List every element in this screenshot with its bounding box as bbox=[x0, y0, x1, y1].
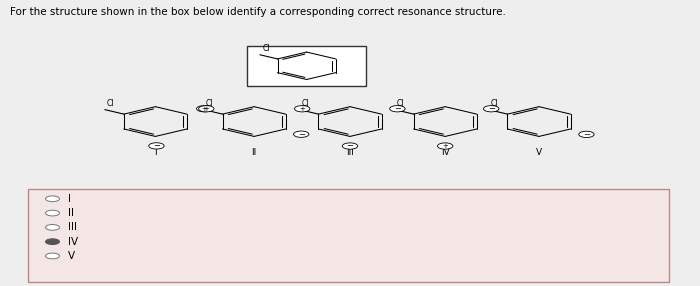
Text: +: + bbox=[204, 106, 209, 112]
Circle shape bbox=[46, 225, 60, 230]
Text: Cl: Cl bbox=[491, 99, 498, 108]
Text: Cl: Cl bbox=[107, 99, 115, 108]
Circle shape bbox=[293, 131, 309, 137]
Circle shape bbox=[197, 106, 212, 112]
Text: IV: IV bbox=[68, 237, 78, 247]
Text: III: III bbox=[68, 223, 77, 232]
Text: II: II bbox=[68, 208, 74, 218]
Text: Cl: Cl bbox=[262, 44, 270, 53]
Text: III: III bbox=[346, 148, 354, 156]
Text: −: − bbox=[153, 141, 160, 150]
Circle shape bbox=[46, 239, 60, 245]
Circle shape bbox=[46, 210, 60, 216]
Circle shape bbox=[199, 106, 214, 112]
Text: Cl: Cl bbox=[206, 99, 214, 108]
Text: Cl: Cl bbox=[397, 99, 405, 108]
FancyBboxPatch shape bbox=[247, 45, 367, 86]
Text: +: + bbox=[300, 106, 305, 112]
Text: −: − bbox=[394, 104, 401, 113]
Text: V: V bbox=[68, 251, 75, 261]
Text: +: + bbox=[442, 143, 448, 149]
Text: I: I bbox=[154, 148, 157, 156]
Circle shape bbox=[579, 131, 594, 138]
Circle shape bbox=[149, 143, 164, 149]
Circle shape bbox=[342, 143, 358, 149]
Circle shape bbox=[438, 143, 453, 149]
Text: V: V bbox=[536, 148, 542, 156]
FancyBboxPatch shape bbox=[28, 189, 668, 282]
Circle shape bbox=[46, 253, 60, 259]
Circle shape bbox=[390, 106, 405, 112]
Text: IV: IV bbox=[441, 148, 449, 156]
Circle shape bbox=[484, 106, 499, 112]
Circle shape bbox=[295, 106, 310, 112]
Text: −: − bbox=[488, 104, 495, 113]
Text: For the structure shown in the box below identify a corresponding correct resona: For the structure shown in the box below… bbox=[10, 7, 506, 17]
Text: Cl: Cl bbox=[302, 99, 309, 108]
Text: I: I bbox=[68, 194, 71, 204]
Circle shape bbox=[46, 196, 60, 202]
Text: −: − bbox=[583, 130, 590, 139]
Text: −: − bbox=[346, 142, 354, 150]
Text: −: − bbox=[298, 130, 304, 139]
Text: +: + bbox=[202, 106, 207, 112]
Text: II: II bbox=[251, 148, 257, 156]
